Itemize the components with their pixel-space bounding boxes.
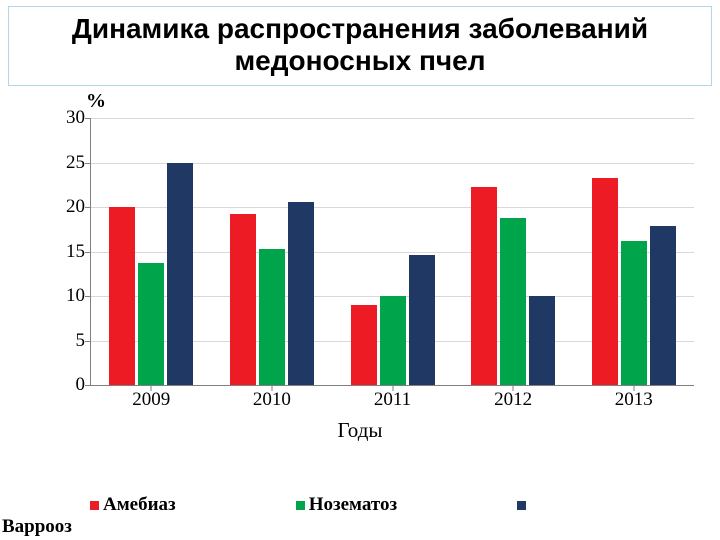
legend-label: Нозематоз: [309, 494, 397, 516]
bar: [621, 241, 647, 385]
bar: [380, 296, 406, 385]
legend-item: Нозематоз: [296, 494, 397, 516]
ytick-label: 15: [49, 241, 85, 263]
bar: [529, 296, 555, 385]
bar: [409, 255, 435, 386]
legend-swatch: [90, 501, 99, 510]
bar: [592, 178, 618, 385]
bar: [471, 187, 497, 385]
bar-group: [590, 178, 677, 385]
ytick-label: 25: [49, 152, 85, 174]
ytick-mark: [85, 252, 91, 253]
bar-group: [349, 255, 436, 386]
legend-item: [517, 494, 530, 516]
y-axis-label: %: [86, 90, 106, 113]
xtick-label: 2010: [212, 389, 332, 411]
ytick-label: 0: [49, 374, 85, 396]
ytick-label: 10: [49, 285, 85, 307]
bar: [288, 202, 314, 385]
legend-item: Амебиаз: [90, 494, 176, 516]
gridline: [91, 118, 694, 119]
bar: [230, 214, 256, 386]
ytick-label: 5: [49, 330, 85, 352]
xtick-label: 2012: [453, 389, 573, 411]
xtick-label: 2013: [574, 389, 694, 411]
bar: [351, 305, 377, 385]
xtick-label: 2011: [333, 389, 453, 411]
bar: [259, 249, 285, 385]
ytick-mark: [85, 163, 91, 164]
bar: [650, 226, 676, 385]
xtick-label: 2009: [91, 389, 211, 411]
page-title: Динамика распространения заболеваний мед…: [8, 6, 712, 86]
ytick-mark: [85, 296, 91, 297]
ytick-mark: [85, 341, 91, 342]
ytick-label: 30: [49, 107, 85, 129]
ytick-mark: [85, 207, 91, 208]
legend-label: Амебиаз: [103, 494, 176, 516]
page: Динамика распространения заболеваний мед…: [0, 0, 720, 540]
legend-swatch: [517, 501, 526, 510]
x-axis-label: Годы: [0, 418, 720, 443]
bar-group: [470, 187, 557, 385]
legend: Амебиаз Нозематоз: [90, 494, 690, 516]
ytick-mark: [85, 118, 91, 119]
ytick-mark: [85, 385, 91, 386]
plot-area: 05101520253020092010201120122013: [90, 118, 694, 386]
bar: [138, 263, 164, 385]
ytick-label: 20: [49, 196, 85, 218]
legend-swatch: [296, 501, 305, 510]
bar: [500, 218, 526, 385]
legend-overflow-label: Варрооз: [2, 516, 72, 538]
bar-group: [108, 163, 195, 386]
bar-group: [228, 202, 315, 385]
bar: [109, 207, 135, 385]
chart-area: % 05101520253020092010201120122013 Годы …: [0, 90, 720, 540]
bar: [167, 163, 193, 386]
